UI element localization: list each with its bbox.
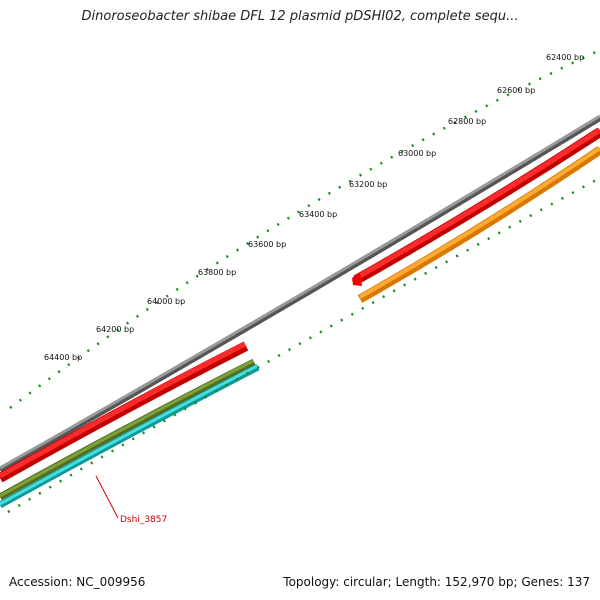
tick-label-63200: 63200 bp — [349, 180, 387, 189]
gene-label-dshi-3857[interactable]: Dshi_3857 — [120, 515, 167, 525]
tick-label-62400: 62400 bp — [546, 53, 584, 62]
gene-red-right-arrowhead — [352, 272, 362, 286]
tick-label-64400: 64400 bp — [44, 353, 82, 362]
accession-text: Accession: NC_009956 — [9, 575, 146, 589]
gene-olive[interactable] — [0, 358, 256, 501]
tick-label-63000: 63000 bp — [398, 149, 436, 158]
tick-label-62800: 62800 bp — [448, 117, 486, 126]
tick-label-62600: 62600 bp — [497, 86, 535, 95]
gene-orange-highlight — [359, 146, 600, 299]
gene-red-right-highlight — [354, 127, 600, 281]
tick-labels: 62400 bp 62600 bp 62800 bp 63000 bp 6320… — [44, 53, 584, 362]
tick-label-64000: 64000 bp — [147, 297, 185, 306]
backbone-shadow — [0, 115, 600, 473]
map-title: Dinoroseobacter shibae DFL 12 plasmid pD… — [81, 9, 519, 24]
gene-olive-highlight — [0, 359, 254, 498]
tick-label-63600: 63600 bp — [248, 240, 286, 249]
tick-label-63800: 63800 bp — [198, 268, 236, 277]
tick-label-63400: 63400 bp — [299, 210, 337, 219]
summary-text: Topology: circular; Length: 152,970 bp; … — [283, 575, 590, 589]
inner-tick-ring — [7, 176, 600, 514]
backbone-line — [0, 114, 600, 470]
tick-label-64200: 64200 bp — [96, 325, 134, 334]
gene-cyan-highlight — [0, 364, 258, 506]
gene-red-left-highlight — [0, 341, 247, 479]
gene-label-leader — [95, 475, 119, 519]
outer-tick-ring — [9, 48, 600, 409]
